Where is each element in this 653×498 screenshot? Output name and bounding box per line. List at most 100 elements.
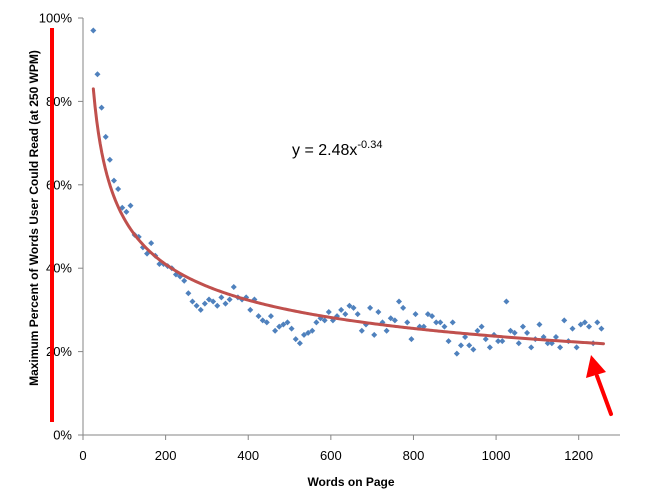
data-point bbox=[441, 323, 448, 330]
data-point bbox=[474, 327, 481, 334]
data-point bbox=[197, 306, 204, 313]
data-point bbox=[288, 325, 295, 332]
data-point bbox=[424, 311, 431, 318]
data-point bbox=[519, 323, 526, 330]
data-point bbox=[94, 71, 101, 78]
data-point bbox=[205, 296, 212, 303]
data-point bbox=[511, 329, 518, 336]
data-point bbox=[354, 311, 361, 318]
equation-exponent: -0.34 bbox=[357, 139, 382, 151]
x-tick-label: 1200 bbox=[564, 448, 593, 463]
data-point bbox=[598, 325, 605, 332]
data-point bbox=[148, 240, 155, 247]
data-point bbox=[503, 298, 510, 305]
data-point bbox=[375, 308, 382, 315]
data-point bbox=[321, 317, 328, 324]
data-point bbox=[449, 319, 456, 326]
y-tick-label: 60% bbox=[46, 177, 72, 192]
data-point bbox=[358, 327, 365, 334]
trendline-equation: y = 2.48x-0.34 bbox=[292, 139, 382, 159]
data-point bbox=[267, 313, 274, 320]
data-point bbox=[482, 336, 489, 343]
data-point bbox=[189, 298, 196, 305]
x-ticks: 0 200 400 600 800 1000 1200 bbox=[79, 435, 593, 463]
data-point bbox=[486, 344, 493, 351]
data-point bbox=[280, 321, 287, 328]
data-point bbox=[478, 323, 485, 330]
data-point bbox=[400, 304, 407, 311]
data-point bbox=[90, 27, 97, 34]
data-point bbox=[536, 321, 543, 328]
data-point bbox=[214, 302, 221, 309]
data-point bbox=[272, 327, 279, 334]
x-tick-label: 600 bbox=[320, 448, 342, 463]
data-point bbox=[115, 185, 122, 192]
data-point bbox=[342, 311, 349, 318]
data-point bbox=[573, 344, 580, 351]
data-point bbox=[457, 342, 464, 349]
x-tick-label: 400 bbox=[237, 448, 259, 463]
data-point bbox=[325, 308, 332, 315]
data-point bbox=[181, 277, 188, 284]
data-point bbox=[276, 323, 283, 330]
data-point bbox=[499, 338, 506, 345]
data-point bbox=[466, 342, 473, 349]
data-point bbox=[313, 319, 320, 326]
data-point bbox=[218, 294, 225, 301]
data-point bbox=[528, 344, 535, 351]
y-ticks: 0% 20% 40% 60% 80% 100% bbox=[39, 11, 83, 443]
data-point bbox=[127, 202, 134, 209]
data-point bbox=[123, 208, 130, 215]
y-tick-label: 0% bbox=[53, 428, 72, 443]
y-tick-label: 40% bbox=[46, 261, 72, 276]
axes bbox=[82, 18, 620, 436]
annotation-arrow bbox=[586, 355, 613, 416]
arrow-head bbox=[586, 355, 606, 378]
data-point bbox=[391, 317, 398, 324]
x-axis-title: Words on Page bbox=[307, 475, 394, 489]
data-point bbox=[210, 298, 217, 305]
data-point bbox=[412, 311, 419, 318]
data-points bbox=[90, 27, 605, 357]
data-point bbox=[453, 350, 460, 357]
data-point bbox=[346, 302, 353, 309]
data-point bbox=[387, 315, 394, 322]
x-tick-label: 0 bbox=[79, 448, 86, 463]
data-point bbox=[230, 283, 237, 290]
data-point bbox=[284, 319, 291, 326]
x-tick-label: 200 bbox=[155, 448, 177, 463]
data-point bbox=[292, 336, 299, 343]
data-point bbox=[429, 313, 436, 320]
data-point bbox=[263, 319, 270, 326]
data-point bbox=[581, 319, 588, 326]
data-point bbox=[383, 327, 390, 334]
data-point bbox=[222, 300, 229, 307]
arrow-shaft bbox=[595, 374, 613, 416]
data-point bbox=[586, 323, 593, 330]
data-point bbox=[338, 306, 345, 313]
data-point bbox=[259, 317, 266, 324]
data-point bbox=[515, 340, 522, 347]
data-point bbox=[255, 313, 262, 320]
data-point bbox=[185, 290, 192, 297]
data-point bbox=[404, 319, 411, 326]
data-point bbox=[201, 300, 208, 307]
data-point bbox=[309, 327, 316, 334]
data-point bbox=[507, 327, 514, 334]
data-point bbox=[524, 329, 531, 336]
data-point bbox=[561, 317, 568, 324]
data-point bbox=[300, 331, 307, 338]
data-point bbox=[193, 302, 200, 309]
y-tick-label: 100% bbox=[39, 11, 73, 26]
data-point bbox=[437, 319, 444, 326]
data-point bbox=[102, 133, 109, 140]
data-point bbox=[367, 304, 374, 311]
data-point bbox=[445, 338, 452, 345]
data-point bbox=[226, 296, 233, 303]
data-point bbox=[247, 306, 254, 313]
data-point bbox=[98, 104, 105, 111]
data-point bbox=[470, 346, 477, 353]
data-point bbox=[594, 319, 601, 326]
data-point bbox=[350, 304, 357, 311]
